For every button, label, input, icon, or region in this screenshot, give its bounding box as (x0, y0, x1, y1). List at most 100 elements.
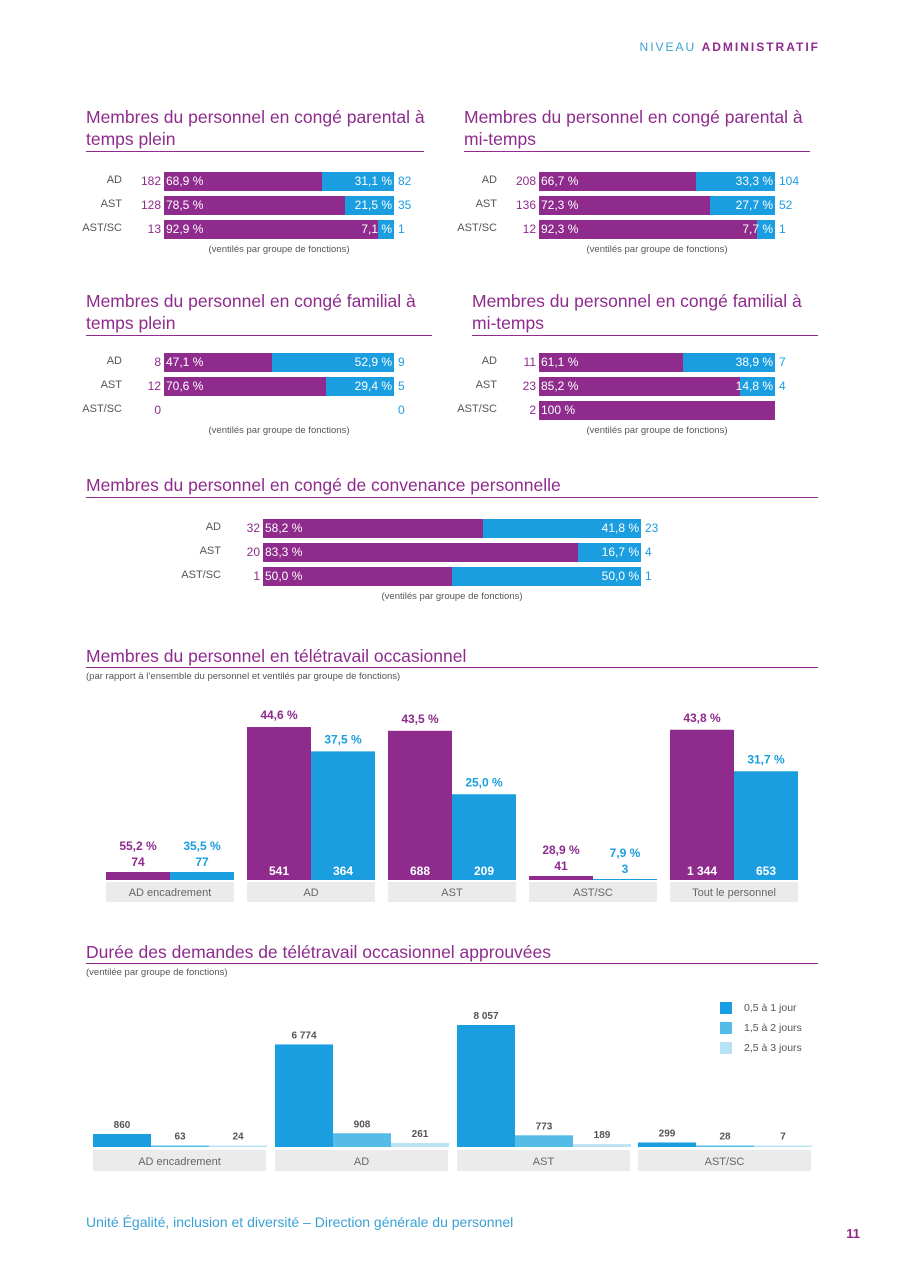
bar (106, 872, 170, 880)
legend-label: 2,5 à 3 jours (744, 1042, 802, 1054)
category-label: AD encadrement (129, 887, 212, 899)
category-label: AD encadrement (138, 1156, 221, 1168)
split-bar: 61,1 % 38,9 % (539, 353, 775, 372)
chart-caption: (ventilés par groupe de fonctions) (586, 244, 728, 255)
percent-right: 33,3 % (735, 174, 773, 188)
count-label: 364 (333, 864, 353, 878)
count-label: 74 (131, 855, 145, 869)
percent-left: 83,3 % (265, 545, 303, 559)
count-right: 1 (645, 569, 652, 583)
row-label: AST/SC (457, 222, 497, 234)
bar-row: AST/SC 12 92,3 % 7,7 % 1 (0, 220, 906, 239)
percent-left: 92,3 % (541, 222, 579, 236)
category-label-bg (106, 882, 234, 902)
chart-title-line1: Membres du personnel en congé parental à (86, 107, 425, 127)
chart-title-line1: Membres du personnel en congé de convena… (86, 475, 561, 495)
count-label: 3 (622, 862, 629, 876)
count-left: 8 (154, 355, 161, 369)
count-label: 688 (410, 864, 430, 878)
row-label: AD (481, 174, 497, 186)
count-left: 11 (523, 355, 536, 369)
value-label: 63 (174, 1132, 186, 1143)
count-label: 41 (554, 859, 568, 873)
chart-caption: (ventilés par groupe de fonctions) (208, 244, 350, 255)
count-left: 13 (147, 222, 161, 236)
bar-segment-left (263, 519, 483, 538)
count-left: 20 (246, 545, 260, 559)
chart-caption: (ventilés par groupe de fonctions) (208, 425, 350, 436)
split-bar: 92,9 % 7,1 % (164, 220, 394, 239)
percent-right: 29,4 % (354, 379, 392, 393)
telework-subtitle: (par rapport à l’ensemble du personnel e… (86, 671, 401, 682)
bar-segment-left (539, 220, 757, 239)
bar (638, 1142, 696, 1147)
chart-title-line2: mi-temps (472, 313, 544, 333)
bar-row: AST 128 78,5 % 21,5 % 35 (0, 196, 906, 215)
row-label: AST (100, 198, 122, 210)
bar-segment-left (539, 377, 741, 396)
title-rule (86, 497, 818, 498)
count-label: 653 (756, 864, 776, 878)
bar (247, 727, 311, 880)
count-label: 1 344 (687, 864, 717, 878)
percent-left: 70,6 % (166, 379, 204, 393)
bar (151, 1145, 209, 1147)
percent-left: 92,9 % (166, 222, 204, 236)
percent-right: 27,7 % (735, 198, 773, 212)
value-label: 908 (354, 1119, 371, 1130)
split-bar: 70,6 % 29,4 % (164, 377, 394, 396)
split-bar: 66,7 % 33,3 % (539, 172, 775, 191)
count-right: 52 (779, 198, 793, 212)
chart-title-line2: mi-temps (464, 129, 536, 149)
count-right: 35 (398, 198, 412, 212)
chart-title: Membres du personnel en congé familial à… (472, 290, 802, 334)
value-label: 860 (114, 1120, 131, 1131)
duration-subtitle: (ventilée par groupe de fonctions) (86, 967, 228, 978)
row-label: AST/SC (82, 403, 122, 415)
value-label: 24 (232, 1132, 244, 1143)
split-bar: 68,9 % 31,1 % (164, 172, 394, 191)
value-label: 28 (719, 1132, 731, 1143)
percent-right: 21,5 % (354, 198, 392, 212)
value-label: 8 057 (473, 1011, 498, 1022)
title-rule (86, 151, 424, 152)
bar-segment-left (164, 377, 327, 396)
bar-segment-left (164, 220, 378, 239)
bar-segment-left (164, 172, 323, 191)
bar-row: AST 136 72,3 % 27,7 % 52 (0, 196, 906, 215)
bar-segment-left (263, 567, 452, 586)
value-label: 299 (659, 1128, 676, 1139)
percent-right: 38,9 % (735, 355, 773, 369)
split-bar: 58,2 % 41,8 % (263, 519, 641, 538)
row-label: AST (100, 379, 122, 391)
chart-title-line1: Membres du personnel en congé familial à (86, 291, 416, 311)
percent-right: 14,8 % (735, 379, 773, 393)
header-administratif: ADMINISTRATIF (701, 40, 820, 54)
split-bar: 92,3 % 7,7 % (539, 220, 775, 239)
count-left: 136 (515, 198, 536, 212)
row-label: AD (481, 355, 497, 367)
bar-row: AD 8 47,1 % 52,9 % 9 (0, 353, 906, 372)
bar (170, 872, 234, 880)
category-label: Tout le personnel (692, 887, 776, 899)
split-bar: 78,5 % 21,5 % (164, 196, 394, 215)
chart-title-line1: Membres du personnel en congé familial à (472, 291, 802, 311)
legend-label: 0,5 à 1 jour (744, 1002, 797, 1014)
percent-right: 7,1 % (361, 222, 392, 236)
count-label: 77 (195, 855, 209, 869)
count-left: 208 (515, 174, 536, 188)
split-bar: 100 % (539, 401, 775, 420)
title-rule (464, 151, 810, 152)
chart-title: Membres du personnel en congé parental à… (86, 106, 425, 150)
count-right: 0 (398, 403, 405, 417)
bar-row: AST 20 83,3 % 16,7 % 4 (0, 543, 906, 562)
count-right: 7 (779, 355, 786, 369)
value-label: 189 (594, 1130, 611, 1141)
percent-left: 50,0 % (265, 569, 303, 583)
bar (457, 1025, 515, 1147)
title-rule (472, 335, 818, 336)
category-label-bg (670, 882, 798, 902)
bar (311, 751, 375, 880)
percent-right: 52,9 % (354, 355, 392, 369)
